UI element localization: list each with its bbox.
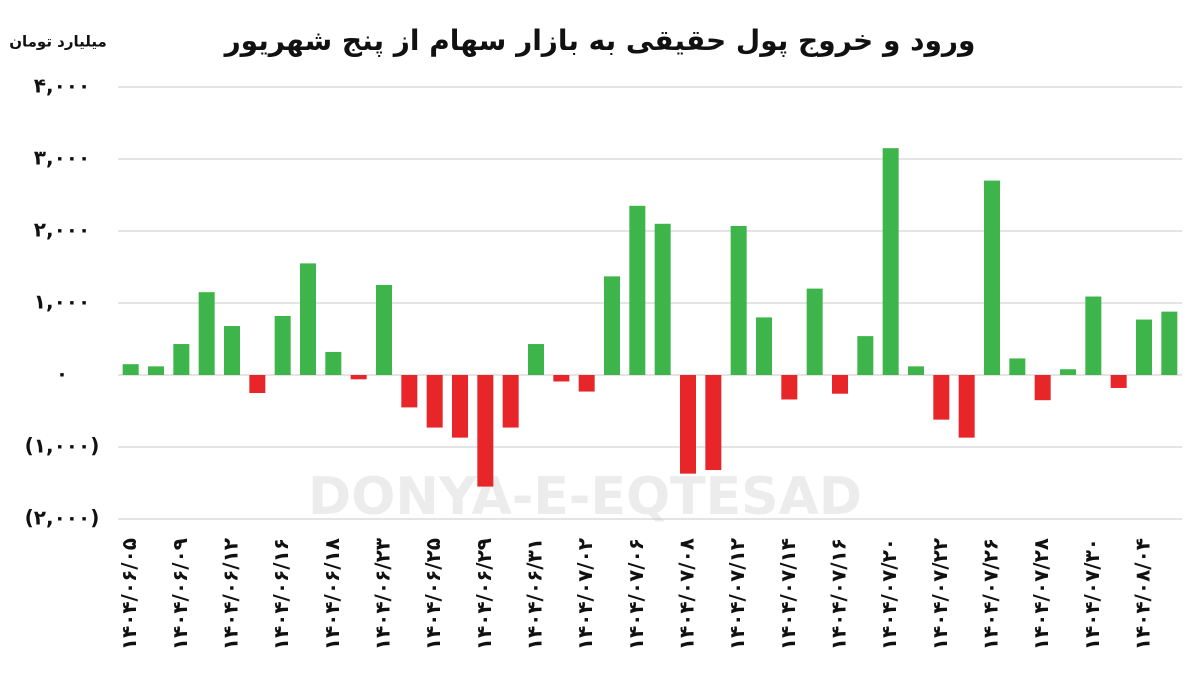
bar: [857, 336, 874, 375]
bar: [376, 285, 392, 375]
bar: [249, 375, 266, 393]
bar: [730, 225, 747, 375]
y-tick-label: ۰: [56, 362, 68, 386]
bar: [502, 375, 519, 428]
x-tick-label: ۱۴۰۴/۰۶/۲۵: [421, 538, 445, 650]
bar: [654, 223, 671, 375]
bar: [578, 375, 595, 392]
bar: [832, 375, 848, 394]
bar: [148, 366, 164, 375]
x-tick-label: ۱۴۰۴/۰۷/۱۴: [776, 538, 800, 650]
bar: [1085, 296, 1102, 375]
bar: [553, 375, 570, 382]
bar: [756, 317, 772, 375]
y-tick-label: ۱,۰۰۰: [34, 290, 90, 314]
chart-title: ورود و خروج پول حقیقی به بازار سهام از پ…: [223, 24, 976, 58]
bar: [882, 148, 899, 375]
x-tick-label: ۱۴۰۴/۰۷/۲۶: [979, 538, 1003, 650]
bar: [350, 375, 367, 380]
x-tick-label: ۱۴۰۴/۰۶/۱۶: [269, 538, 293, 650]
x-tick-label: ۱۴۰۴/۰۷/۰۸: [675, 538, 699, 650]
bar: [300, 263, 316, 375]
bar: [908, 366, 924, 375]
x-tick-label: ۱۴۰۴/۰۶/۱۸: [320, 538, 344, 650]
bar: [1060, 369, 1076, 375]
y-tick-label: (۱,۰۰۰): [25, 434, 100, 458]
x-tick-label: ۱۴۰۴/۰۶/۲۳: [371, 538, 395, 650]
x-tick-label: ۱۴۰۴/۰۶/۰۹: [168, 538, 192, 650]
bar: [604, 276, 620, 375]
y-axis-label: میلیارد تومان: [9, 33, 107, 51]
x-tick-label: ۱۴۰۴/۰۷/۱۲: [725, 538, 749, 650]
bar: [528, 344, 544, 375]
bar: [1034, 375, 1051, 401]
x-tick-label: ۱۴۰۴/۰۷/۰۶: [624, 538, 648, 650]
x-tick-label: ۱۴۰۴/۰۶/۳۱: [523, 538, 547, 650]
x-tick-label: ۱۴۰۴/۰۶/۰۵: [117, 538, 141, 650]
bar: [958, 375, 975, 438]
bar: [122, 364, 139, 375]
x-tick-label: ۱۴۰۴/۰۷/۳۰: [1080, 538, 1104, 650]
y-tick-label: ۴,۰۰۰: [34, 74, 90, 98]
bar: [401, 375, 418, 408]
bar: [984, 180, 1000, 375]
bar: [1110, 375, 1127, 388]
bar: [426, 375, 443, 428]
y-tick-label: (۲,۰۰۰): [25, 506, 100, 530]
bar: [224, 326, 240, 375]
bar: [274, 315, 291, 375]
x-tick-label: ۱۴۰۴/۰۷/۱۶: [827, 538, 851, 650]
bar: [325, 351, 342, 375]
bar: [629, 205, 646, 375]
bar: [477, 375, 494, 487]
x-tick-label: ۱۴۰۴/۰۷/۰۲: [573, 538, 597, 650]
bar: [705, 375, 722, 471]
x-tick-label: ۱۴۰۴/۰۷/۲۲: [928, 538, 952, 650]
bar: [933, 375, 950, 420]
x-tick-label: ۱۴۰۴/۰۶/۲۹: [472, 538, 496, 650]
watermark-text: DONYA-E-EQTESAD: [308, 467, 862, 527]
bar: [1136, 319, 1152, 375]
x-tick-label: ۱۴۰۴/۰۸/۰۴: [1131, 538, 1155, 650]
bar: [1009, 358, 1026, 375]
x-tick-label: ۱۴۰۴/۰۷/۲۸: [1029, 538, 1053, 650]
x-tick-label: ۱۴۰۴/۰۷/۲۰: [877, 538, 901, 650]
bar: [452, 375, 468, 438]
bar: [680, 375, 696, 474]
y-tick-label: ۲,۰۰۰: [34, 218, 90, 242]
bar: [198, 292, 215, 375]
bar: [781, 375, 798, 400]
bar: [806, 288, 823, 375]
x-tick-label: ۱۴۰۴/۰۶/۱۲: [219, 538, 243, 650]
bar: [173, 344, 190, 375]
bar: [1161, 311, 1178, 375]
y-tick-label: ۳,۰۰۰: [34, 146, 90, 170]
